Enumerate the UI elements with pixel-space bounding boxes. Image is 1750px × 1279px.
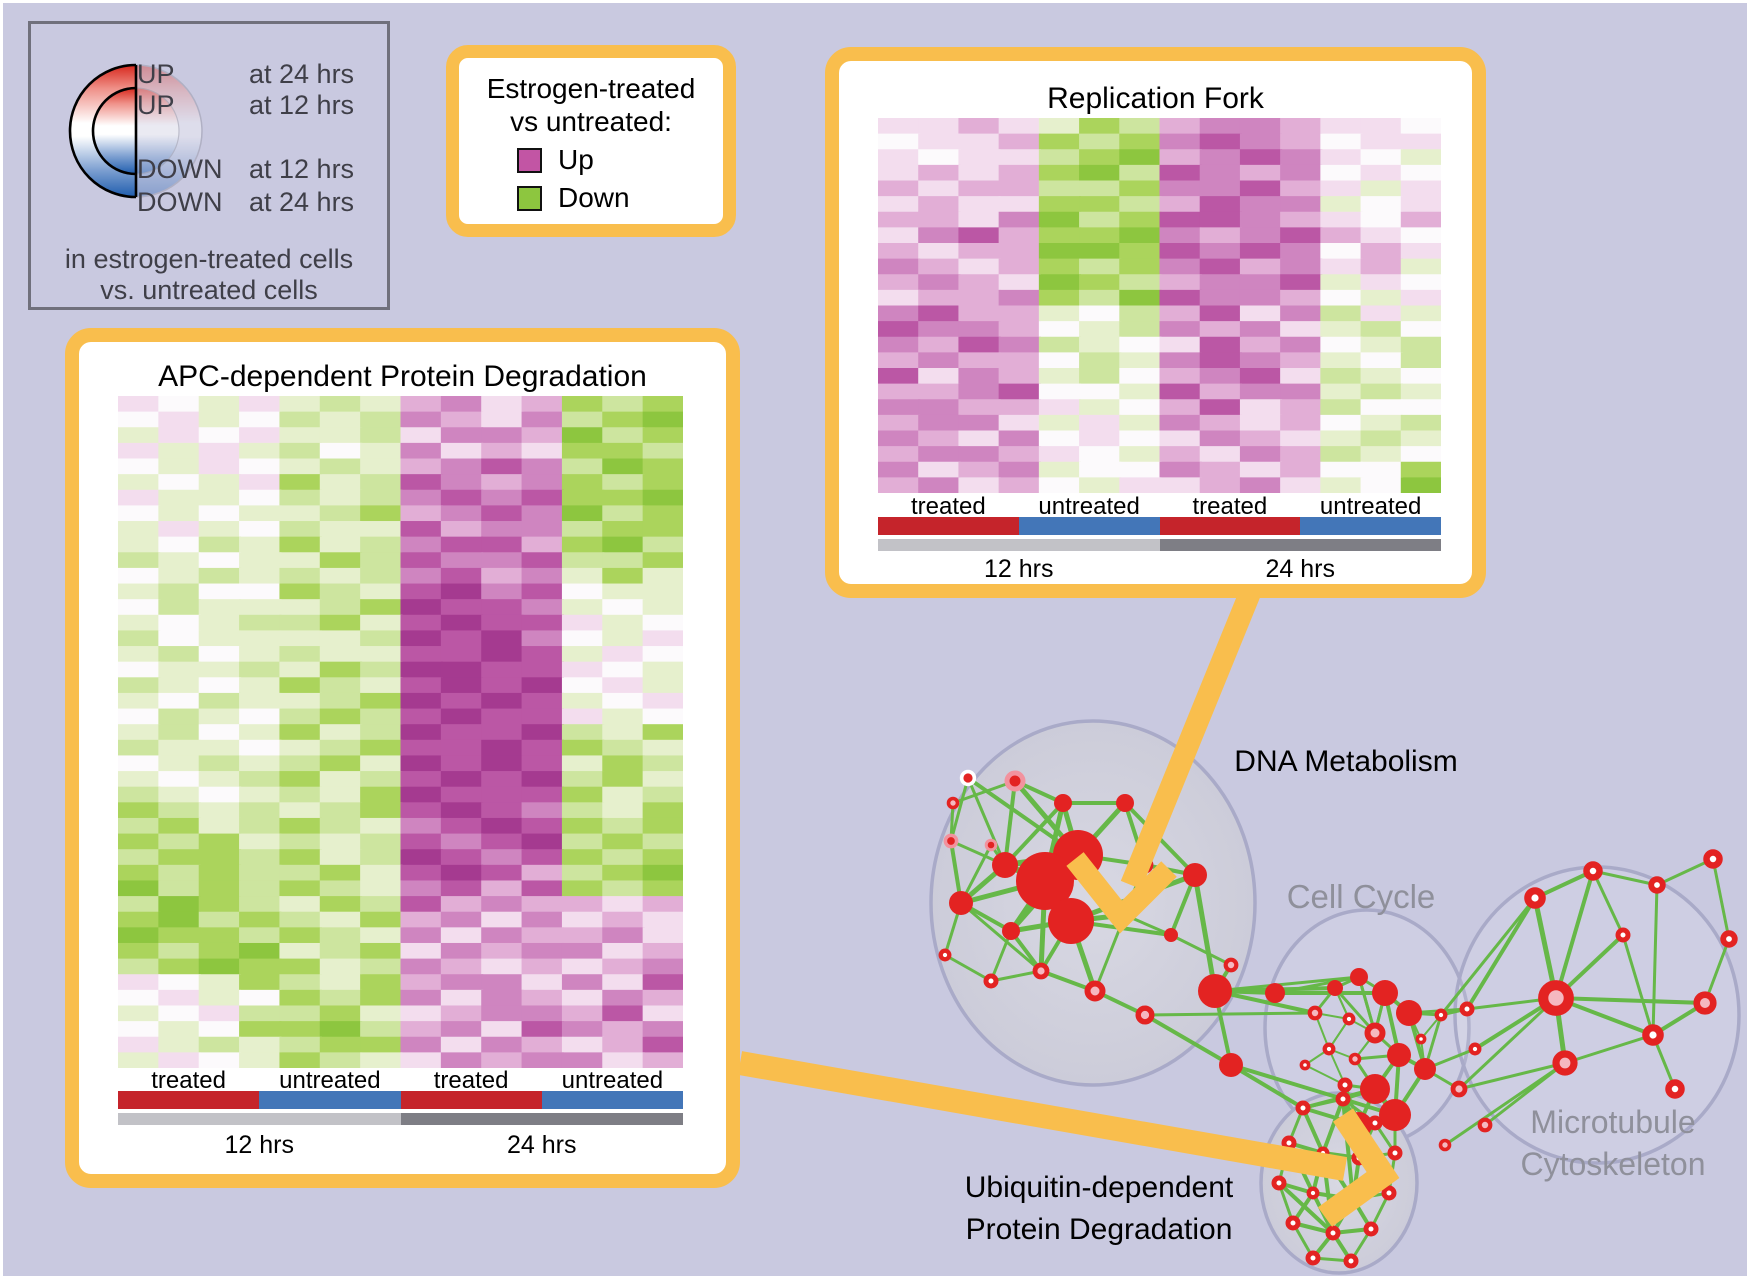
ubiquitin-label-line2: Protein Degradation [965, 1213, 1233, 1246]
treated-bar [118, 1091, 260, 1109]
down-outer-label: DOWN [137, 187, 223, 217]
microtubule-label-line1: Microtubule [1530, 1104, 1696, 1140]
apc-panel-title: APC-dependent Protein Degradation [158, 360, 647, 393]
microtubule-label-line2: Cytoskeleton [1520, 1146, 1706, 1182]
apc-heatmap [118, 396, 683, 1068]
ubiquitin-label-line1: Ubiquitin-dependent [964, 1171, 1234, 1204]
concentric-circles-icon [68, 63, 203, 199]
estrogen-key-box: Estrogen-treated vs untreated: Up Down [446, 45, 736, 237]
time-bar-24 [1159, 539, 1441, 551]
rf-time-labels: 12 hrs 24 hrs [878, 555, 1441, 584]
key-row-down: Down [517, 182, 723, 214]
network-svg [737, 588, 1741, 1275]
key-row-up: Up [517, 144, 723, 176]
time-bar-24 [400, 1113, 683, 1125]
untreated-bar [1300, 517, 1441, 535]
rf-heatmap [878, 118, 1441, 493]
microtubule-cytoskeleton-label: Microtubule Cytoskeleton [1473, 1101, 1747, 1185]
time-label-12: 12 hrs [224, 1131, 294, 1159]
rf-time-bars [878, 539, 1441, 551]
down-label: Down [558, 182, 630, 213]
time-bar-12 [878, 539, 1160, 551]
up-outer-label: UP [137, 59, 175, 89]
apc-condition-labels: treated untreated treated untreated [118, 1067, 683, 1095]
up-inner-label: UP [137, 90, 175, 120]
condition-label: treated [911, 493, 986, 520]
apc-panel: APC-dependent Protein Degradation treate… [65, 328, 740, 1188]
apc-time-bars [118, 1113, 683, 1125]
key-title-line1: Estrogen-treated [486, 73, 696, 104]
condition-label: treated [433, 1067, 509, 1094]
ubiquitin-degradation-label: Ubiquitin-dependent Protein Degradation [929, 1167, 1269, 1251]
apc-time-labels: 12 hrs 24 hrs [118, 1131, 683, 1160]
down-swatch-icon [517, 185, 542, 211]
treated-bar [1159, 517, 1301, 535]
at-12-bottom-label: at 12 hrs [249, 154, 355, 184]
rf-condition-labels: treated untreated treated untreated [878, 493, 1441, 521]
condition-label: untreated [279, 1067, 381, 1094]
condition-label: treated [1192, 493, 1268, 520]
up-label: Up [558, 144, 594, 175]
apc-condition-bars [118, 1091, 683, 1109]
at-12-top-label: at 12 hrs [249, 90, 355, 120]
treated-bar [878, 517, 1019, 535]
cell-cycle-label: Cell Cycle [1286, 878, 1436, 915]
rf-panel-title: Replication Fork [1047, 82, 1264, 115]
treated-bar [400, 1091, 542, 1109]
untreated-bar [541, 1091, 683, 1109]
rf-condition-bars [878, 517, 1441, 535]
condition-label: treated [151, 1067, 226, 1094]
time-bar-12 [118, 1113, 401, 1125]
untreated-bar [1018, 517, 1160, 535]
up-swatch-icon [517, 147, 542, 173]
dna-metabolism-label: DNA Metabolism [1234, 745, 1458, 778]
untreated-bar [259, 1091, 401, 1109]
at-24-top-label: at 24 hrs [249, 59, 355, 89]
condition-label: untreated [1319, 493, 1422, 520]
at-24-bottom-label: at 24 hrs [249, 187, 355, 217]
time-label-24: 24 hrs [1265, 555, 1335, 583]
time-label-12: 12 hrs [984, 555, 1054, 583]
legend-footer-line2: vs. untreated cells [100, 275, 318, 305]
down-inner-label: DOWN [137, 154, 223, 184]
legend-footer-line1: in estrogen-treated cells [64, 244, 354, 274]
time-label-24: 24 hrs [507, 1131, 577, 1159]
circle-legend-box: UP at 24 hrs UP at 12 hrs DOWN at 12 hrs… [28, 21, 390, 310]
condition-label: untreated [561, 1067, 664, 1094]
key-title-line2: vs untreated: [510, 106, 672, 137]
condition-label: untreated [1038, 493, 1140, 520]
replication-fork-panel: Replication Fork treated untreated treat… [825, 47, 1486, 598]
